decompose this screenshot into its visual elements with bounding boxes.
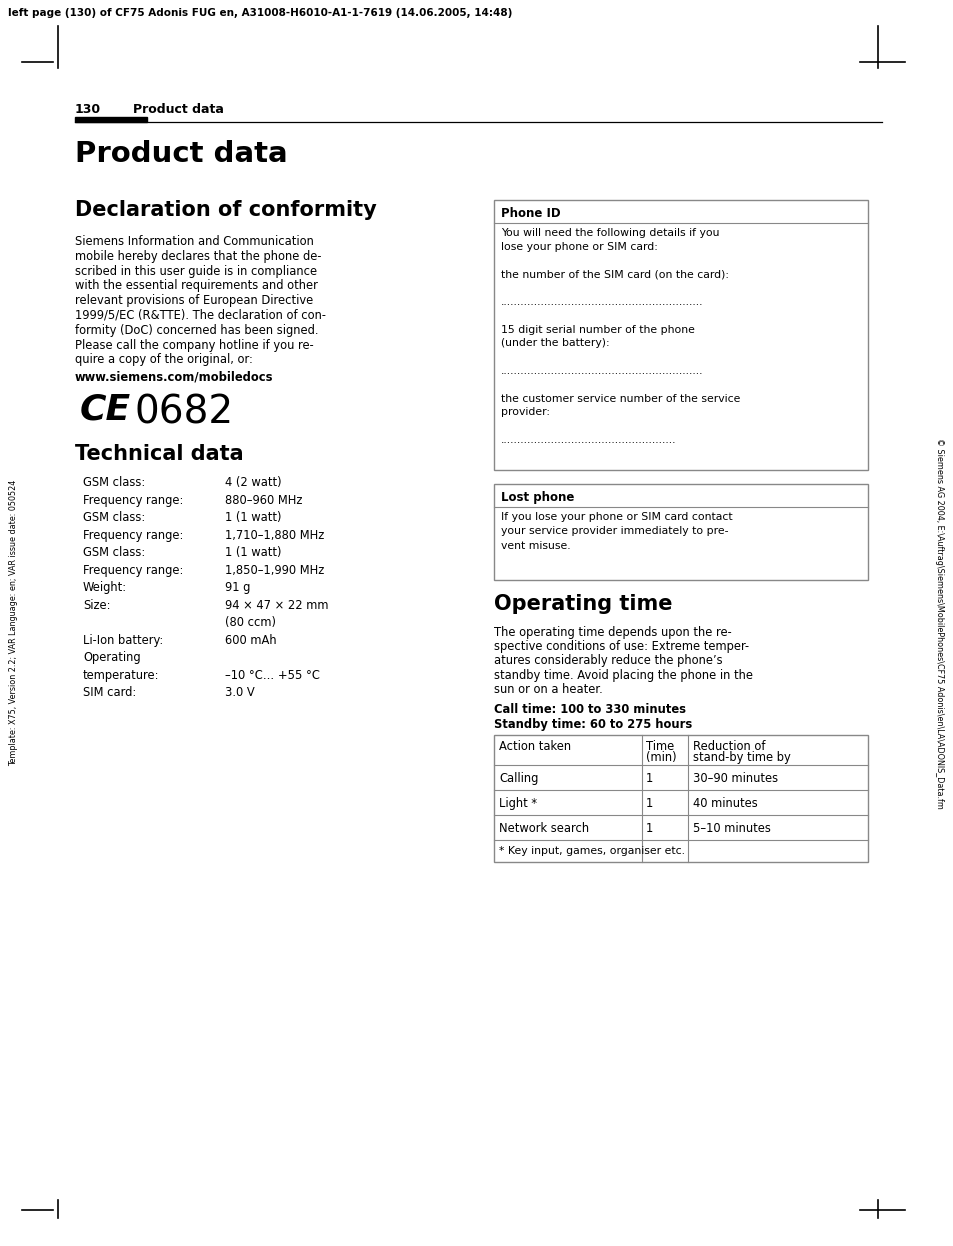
Text: Standby time: 60 to 275 hours: Standby time: 60 to 275 hours (494, 718, 692, 731)
Text: Light *: Light * (498, 797, 537, 810)
Text: the customer service number of the service: the customer service number of the servi… (500, 394, 740, 404)
Bar (75, 117, 147, 122)
Text: Siemens Information and Communication: Siemens Information and Communication (75, 235, 314, 248)
Text: Declaration of conformity: Declaration of conformity (75, 201, 376, 221)
Text: (under the battery):: (under the battery): (500, 339, 609, 349)
Text: 1 (1 watt): 1 (1 watt) (225, 511, 281, 525)
Text: 1: 1 (645, 797, 653, 810)
Text: (min): (min) (645, 751, 676, 764)
Text: Lost phone: Lost phone (500, 491, 574, 503)
Text: 15 digit serial number of the phone: 15 digit serial number of the phone (500, 325, 694, 335)
Text: lose your phone or SIM card:: lose your phone or SIM card: (500, 242, 658, 252)
Text: provider:: provider: (500, 407, 550, 417)
Text: GSM class:: GSM class: (83, 546, 145, 559)
Text: spective conditions of use: Extreme temper-: spective conditions of use: Extreme temp… (494, 640, 748, 653)
Text: temperature:: temperature: (83, 669, 159, 682)
Text: Call time: 100 to 330 minutes: Call time: 100 to 330 minutes (494, 703, 685, 716)
Text: sun or on a heater.: sun or on a heater. (494, 683, 602, 695)
Text: 4 (2 watt): 4 (2 watt) (225, 476, 281, 490)
Text: Frequency range:: Frequency range: (83, 563, 183, 577)
Text: formity (DoC) concerned has been signed.: formity (DoC) concerned has been signed. (75, 324, 318, 336)
FancyBboxPatch shape (494, 483, 867, 579)
Text: Operating: Operating (83, 652, 140, 664)
Text: CE: CE (80, 392, 131, 426)
Text: vent misuse.: vent misuse. (500, 541, 570, 551)
Text: 600 mAh: 600 mAh (225, 634, 276, 647)
Text: quire a copy of the original, or:: quire a copy of the original, or: (75, 354, 253, 366)
Text: Frequency range:: Frequency range: (83, 493, 183, 507)
Text: 1999/5/EC (R&TTE). The declaration of con-: 1999/5/EC (R&TTE). The declaration of co… (75, 309, 326, 321)
Text: 0682: 0682 (135, 394, 233, 431)
Text: left page (130) of CF75 Adonis FUG en, A31008-H6010-A1-1-7619 (14.06.2005, 14:48: left page (130) of CF75 Adonis FUG en, A… (8, 7, 512, 17)
FancyBboxPatch shape (494, 735, 867, 862)
Text: Product data: Product data (75, 140, 287, 168)
Text: 1: 1 (645, 822, 653, 835)
Text: 30–90 minutes: 30–90 minutes (692, 773, 778, 785)
Text: 1,710–1,880 MHz: 1,710–1,880 MHz (225, 528, 324, 542)
Text: You will need the following details if you: You will need the following details if y… (500, 228, 719, 238)
Text: with the essential requirements and other: with the essential requirements and othe… (75, 279, 317, 293)
Text: Action taken: Action taken (498, 740, 571, 753)
Text: the number of the SIM card (on the card):: the number of the SIM card (on the card)… (500, 269, 728, 279)
Text: Please call the company hotline if you re-: Please call the company hotline if you r… (75, 339, 314, 351)
Text: 1 (1 watt): 1 (1 watt) (225, 546, 281, 559)
Text: 130: 130 (75, 103, 101, 116)
Text: 40 minutes: 40 minutes (692, 797, 757, 810)
Text: Reduction of: Reduction of (692, 740, 764, 753)
Text: 5–10 minutes: 5–10 minutes (692, 822, 770, 835)
Text: mobile hereby declares that the phone de-: mobile hereby declares that the phone de… (75, 249, 321, 263)
Text: ............................................................: ........................................… (500, 366, 702, 376)
Text: Network search: Network search (498, 822, 589, 835)
Text: relevant provisions of European Directive: relevant provisions of European Directiv… (75, 294, 313, 308)
FancyBboxPatch shape (494, 201, 867, 470)
Text: SIM card:: SIM card: (83, 687, 136, 699)
Text: Time: Time (645, 740, 674, 753)
Text: The operating time depends upon the re-: The operating time depends upon the re- (494, 625, 731, 639)
Text: Template: X75, Version 2.2; VAR Language: en; VAR issue date: 050524: Template: X75, Version 2.2; VAR Language… (10, 480, 18, 766)
Text: GSM class:: GSM class: (83, 511, 145, 525)
Text: 91 g: 91 g (225, 581, 250, 594)
Text: 880–960 MHz: 880–960 MHz (225, 493, 302, 507)
Text: www.siemens.com/mobiledocs: www.siemens.com/mobiledocs (75, 370, 274, 384)
Text: Calling: Calling (498, 773, 537, 785)
Text: ............................................................: ........................................… (500, 297, 702, 307)
Text: Frequency range:: Frequency range: (83, 528, 183, 542)
Text: Technical data: Technical data (75, 445, 243, 465)
Text: GSM class:: GSM class: (83, 476, 145, 490)
Text: standby time. Avoid placing the phone in the: standby time. Avoid placing the phone in… (494, 669, 752, 682)
Text: stand-by time by: stand-by time by (692, 751, 790, 764)
Text: 94 × 47 × 22 mm: 94 × 47 × 22 mm (225, 598, 328, 612)
Text: Size:: Size: (83, 598, 111, 612)
Text: your service provider immediately to pre-: your service provider immediately to pre… (500, 527, 728, 537)
Text: Product data: Product data (132, 103, 224, 116)
Text: 1: 1 (645, 773, 653, 785)
Text: 1,850–1,990 MHz: 1,850–1,990 MHz (225, 563, 324, 577)
Text: Operating time: Operating time (494, 594, 672, 614)
Text: atures considerably reduce the phone’s: atures considerably reduce the phone’s (494, 654, 721, 668)
Text: –10 °C… +55 °C: –10 °C… +55 °C (225, 669, 319, 682)
Text: Li-Ion battery:: Li-Ion battery: (83, 634, 163, 647)
Text: 3.0 V: 3.0 V (225, 687, 254, 699)
Text: (80 ccm): (80 ccm) (225, 617, 275, 629)
Text: Weight:: Weight: (83, 581, 127, 594)
Text: Phone ID: Phone ID (500, 207, 560, 221)
Text: If you lose your phone or SIM card contact: If you lose your phone or SIM card conta… (500, 512, 732, 522)
Text: © Siemens AG 2004, E:\Auftrag\Siemens\MobilePhones\CF75 Adonis\en\LA\ADONIS_Data: © Siemens AG 2004, E:\Auftrag\Siemens\Mo… (935, 437, 943, 809)
Text: * Key input, games, organiser etc.: * Key input, games, organiser etc. (498, 846, 684, 856)
Text: ....................................................: ........................................… (500, 435, 676, 445)
Text: scribed in this user guide is in compliance: scribed in this user guide is in complia… (75, 264, 316, 278)
